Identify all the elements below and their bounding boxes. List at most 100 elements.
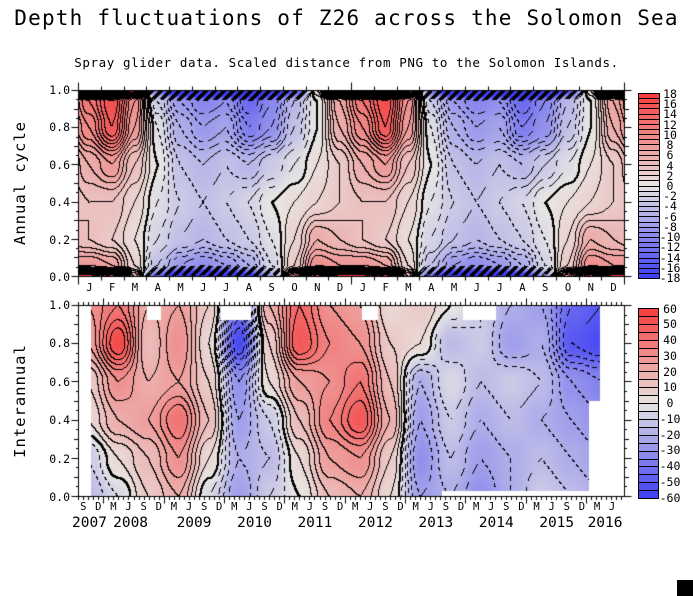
- quarter-label: M: [412, 501, 419, 513]
- colorbar-label: -60: [659, 490, 681, 505]
- colorbar-label: 8: [666, 138, 674, 153]
- colorbar-cell: [639, 258, 659, 264]
- quarter-label: S: [200, 501, 208, 513]
- colorbar-cell: [639, 451, 658, 460]
- colorbar-cell: [639, 135, 659, 141]
- colorbar-label: 4: [666, 158, 674, 173]
- colorbar-cell: [639, 419, 658, 428]
- quarter-label: M: [472, 501, 480, 513]
- annual-colorbar: [638, 93, 660, 279]
- colorbar-cell: [639, 348, 658, 357]
- quarter-label: J: [246, 501, 253, 513]
- quarter-label: M: [231, 501, 238, 513]
- colorbar-label: 18: [663, 87, 677, 101]
- annual-cycle-axis-title: Annual cycle: [11, 121, 29, 245]
- month-label: J: [473, 282, 480, 294]
- quarter-label: J: [367, 501, 374, 513]
- colorbar-cell: [639, 217, 659, 223]
- quarter-label: S: [321, 501, 329, 513]
- y-tick-label: 1.0: [49, 83, 70, 97]
- year-label: 2008: [113, 515, 149, 531]
- month-label: J: [496, 282, 503, 294]
- quarter-label: S: [80, 501, 87, 513]
- colorbar-label: 14: [663, 107, 677, 122]
- chart-title: Depth fluctuations of Z26 across the Sol…: [14, 6, 679, 30]
- colorbar-cell: [639, 171, 659, 177]
- month-label: M: [131, 282, 139, 294]
- quarter-label: M: [291, 501, 298, 513]
- year-label: 2010: [237, 515, 272, 531]
- y-tick-label: 0.4: [49, 413, 70, 428]
- year-label: 2016: [587, 515, 623, 531]
- colorbar-cell: [639, 324, 658, 333]
- colorbar-label: -2: [663, 189, 677, 204]
- colorbar-cell: [639, 160, 659, 166]
- colorbar-cell: [639, 140, 659, 146]
- colorbar-cell: [639, 396, 658, 405]
- colorbar-label: -10: [659, 230, 681, 245]
- y-tick-label: 0.2: [49, 232, 70, 247]
- colorbar-label: 16: [663, 97, 677, 112]
- colorbar-cell: [639, 227, 659, 233]
- colorbar-cell: [639, 309, 658, 317]
- colorbar-cell: [639, 243, 659, 249]
- month-label: N: [314, 282, 321, 294]
- colorbar-cell: [639, 340, 658, 349]
- quarter-label: J: [608, 501, 616, 513]
- month-label: S: [542, 282, 549, 294]
- colorbar-label: 40: [663, 333, 677, 347]
- colorbar-cell: [639, 104, 659, 110]
- corner-marker: [677, 580, 693, 596]
- interannual-axis-title: Interannual: [11, 344, 29, 458]
- colorbar-cell: [639, 124, 659, 130]
- colorbar-cell: [639, 443, 658, 452]
- colorbar-cell: [639, 273, 659, 279]
- quarter-label: D: [397, 501, 404, 513]
- colorbar-cell: [639, 316, 658, 325]
- colorbar-cell: [639, 248, 659, 254]
- annual-cycle-plot: [66, 78, 637, 289]
- colorbar-cell: [639, 150, 659, 156]
- y-tick-label: 0.6: [49, 374, 70, 389]
- colorbar-cell: [639, 119, 659, 125]
- colorbar-label: -40: [659, 459, 681, 473]
- month-label: J: [222, 282, 230, 294]
- quarter-label: D: [216, 501, 223, 513]
- quarter-label: J: [427, 501, 434, 513]
- colorbar-cell: [639, 435, 658, 444]
- colorbar-label: -16: [659, 260, 681, 275]
- colorbar-cell: [639, 263, 659, 269]
- month-label: J: [86, 282, 93, 294]
- month-label: A: [154, 282, 161, 294]
- month-label: M: [450, 282, 458, 294]
- colorbar-label: -14: [659, 250, 681, 265]
- colorbar-cell: [639, 129, 659, 136]
- colorbar-label: -18: [659, 271, 681, 285]
- month-label: F: [109, 282, 116, 294]
- colorbar-cell: [639, 427, 658, 436]
- colorbar-label: -12: [659, 240, 681, 255]
- colorbar-label: 0: [666, 179, 674, 193]
- colorbar-label: 0: [666, 396, 674, 410]
- quarter-label: J: [125, 501, 132, 513]
- quarter-label: D: [95, 501, 102, 513]
- month-label: S: [268, 282, 275, 294]
- quarter-label: M: [593, 501, 601, 513]
- colorbar-label: 2: [666, 168, 674, 183]
- colorbar-cell: [639, 356, 658, 365]
- year-label: 2015: [539, 515, 575, 531]
- year-label: 2009: [176, 515, 212, 531]
- colorbar-label: 12: [663, 117, 677, 132]
- colorbar-label: -8: [663, 219, 677, 234]
- year-label: 2013: [418, 515, 454, 531]
- quarter-label: S: [442, 501, 450, 513]
- colorbar-label: -4: [663, 199, 677, 214]
- y-tick-label: 1.0: [49, 298, 70, 312]
- colorbar-cell: [639, 491, 658, 499]
- colorbar-cell: [639, 483, 658, 492]
- colorbar-cell: [639, 114, 659, 120]
- colorbar-cell: [639, 94, 659, 100]
- colorbar-cell: [639, 380, 658, 389]
- colorbar-label: -20: [659, 427, 681, 442]
- colorbar-label: 10: [663, 127, 677, 142]
